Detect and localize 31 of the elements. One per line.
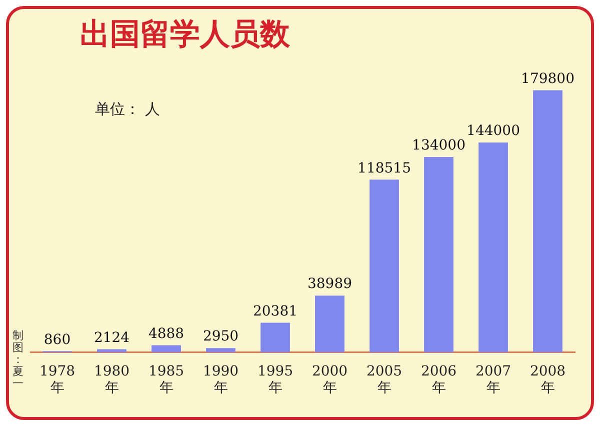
x-tick-label: 1985年	[148, 363, 184, 396]
bar	[152, 345, 181, 352]
data-label: 118515	[358, 160, 411, 176]
x-tick-label: 1995年	[257, 363, 294, 396]
x-tick-label: 1978年	[39, 363, 76, 396]
x-tick-label: 1980年	[94, 363, 130, 396]
data-label: 2124	[94, 330, 130, 346]
x-tick-label: 1990年	[202, 363, 239, 396]
data-label: 179800	[521, 70, 574, 87]
data-label: 4888	[148, 326, 184, 342]
data-label: 144000	[466, 123, 520, 140]
data-label: 38989	[307, 276, 352, 292]
bar	[315, 296, 344, 352]
bar	[424, 157, 454, 352]
bar	[206, 348, 236, 352]
data-label: 860	[44, 332, 71, 348]
x-tick-label: 2000年	[312, 363, 348, 396]
bar	[260, 322, 290, 352]
x-tick-label: 2005年	[366, 363, 402, 396]
data-label: 20381	[252, 303, 298, 320]
bar	[533, 90, 562, 352]
chart-title: 出国留学人员数	[80, 16, 290, 54]
x-tick-label: 2007年	[475, 363, 512, 396]
bar	[478, 142, 508, 352]
data-label: 2950	[202, 328, 239, 345]
x-tick-label: 2006年	[420, 363, 457, 396]
bar	[370, 180, 399, 352]
x-tick-label: 2008年	[530, 363, 566, 396]
annotation: 单位： 人	[95, 100, 160, 119]
text: 制图：夏一	[12, 329, 24, 390]
data-label: 134000	[412, 138, 466, 154]
